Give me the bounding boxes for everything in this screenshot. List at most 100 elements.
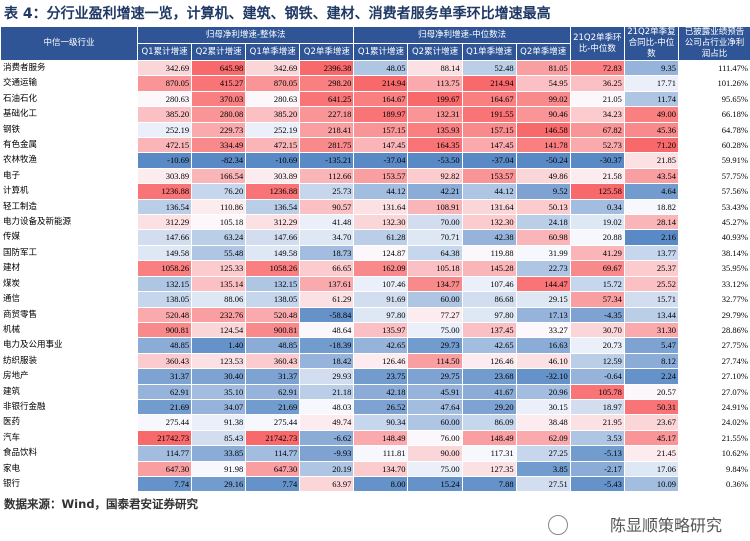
value-cell: 35.95% (677, 260, 750, 277)
value-cell: 34.07 (191, 398, 247, 416)
value-cell: 26.52 (353, 398, 409, 416)
value-cell: 149.58 (136, 244, 193, 262)
value-cell: 23.68 (461, 368, 517, 385)
header-cell: Q1累计增速 (353, 43, 409, 61)
table-row: 电力及公用事业 48.85 1.40 48.85 -18.39 42.65 29.73 42.… (0, 337, 750, 354)
value-cell: 48.03 (299, 398, 355, 416)
table-row: 电子 303.89 166.54 303.89 112.66 153.57 92.82 153… (0, 167, 750, 185)
value-cell: 59.91% (677, 152, 750, 169)
table-row: 房地产 31.37 30.40 31.37 29.93 23.75 29.75 23.68 -3… (0, 368, 750, 385)
value-cell: 31.37 (245, 368, 301, 385)
value-cell: 147.66 (136, 229, 193, 246)
value-cell: 2.16 (623, 229, 679, 246)
industry-name: 电力设备及新能源 (0, 214, 138, 231)
industry-name: 食品饮料 (0, 445, 138, 462)
value-cell: 21.55% (677, 429, 750, 447)
value-cell: 148.49 (353, 429, 409, 447)
value-cell: 52.48 (461, 59, 517, 77)
value-cell: 49.00 (623, 106, 679, 123)
value-cell: 90.57 (299, 198, 355, 216)
value-cell: 45.36 (623, 121, 679, 139)
value-cell: 66.18% (677, 106, 750, 123)
value-cell: 31.30 (623, 321, 679, 339)
value-cell: 12.59 (569, 352, 625, 370)
value-cell: 69.67 (569, 260, 625, 277)
value-cell: 136.54 (136, 198, 193, 216)
value-cell: 41.48 (299, 214, 355, 231)
value-cell: 164.35 (407, 137, 463, 154)
value-cell: 13.77 (623, 244, 679, 262)
header-cell: Q1累计增速 (136, 43, 193, 61)
value-cell: 15.71 (623, 291, 679, 308)
value-cell: 23.75 (353, 368, 409, 385)
value-cell: -82.34 (191, 152, 247, 169)
value-cell: 132.31 (407, 106, 463, 123)
value-cell: 42.65 (461, 337, 517, 354)
value-cell: -37.04 (353, 152, 409, 169)
industry-name: 通信 (0, 291, 138, 308)
value-cell: 360.43 (245, 352, 301, 370)
header-cell: Q2累计增速 (407, 43, 463, 61)
value-cell: 40.93% (677, 229, 750, 246)
value-cell: 17.06 (623, 460, 679, 477)
value-cell: 33.12% (677, 275, 750, 293)
value-cell: 92.82 (407, 167, 463, 185)
value-cell: 131.64 (353, 198, 409, 216)
value-cell: 145.28 (461, 260, 517, 277)
value-cell: 61.28 (353, 229, 409, 246)
value-cell: 127.35 (461, 460, 517, 477)
value-cell: -18.39 (299, 337, 355, 354)
value-cell: 147.45 (461, 137, 517, 154)
value-cell: 385.20 (136, 106, 193, 123)
value-cell: 28.14 (623, 214, 679, 231)
header-cell: 中信一级行业 (0, 26, 138, 61)
value-cell: 75.00 (407, 460, 463, 477)
value-cell: 126.46 (461, 352, 517, 370)
value-cell: 415.27 (191, 75, 247, 92)
header-cell: Q1单季增速 (245, 43, 301, 61)
value-cell: 99.02 (515, 90, 571, 108)
value-cell: 21742.73 (245, 429, 301, 447)
value-cell: 135.93 (407, 121, 463, 139)
value-cell: 645.98 (191, 59, 247, 77)
value-cell: 25.73 (299, 183, 355, 200)
value-cell: 123.53 (191, 352, 247, 370)
value-cell: 50.31 (623, 398, 679, 416)
value-cell: 31.99 (515, 244, 571, 262)
value-cell: 21742.73 (136, 429, 193, 447)
value-cell: 9.52 (515, 183, 571, 200)
value-cell: 137.45 (461, 321, 517, 339)
value-cell: -30.37 (569, 152, 625, 169)
value-cell: 48.85 (245, 337, 301, 354)
industry-name: 机械 (0, 321, 138, 339)
table-row: 食品饮料 114.77 33.85 114.77 -9.93 111.81 90.00 117… (0, 445, 750, 462)
value-cell: 64.38 (407, 244, 463, 262)
value-cell: 191.55 (461, 106, 517, 123)
value-cell: 17.71 (623, 75, 679, 92)
value-cell: 126.46 (353, 352, 409, 370)
value-cell: 110.86 (191, 198, 247, 216)
value-cell: 48.85 (136, 337, 193, 354)
value-cell: 275.44 (136, 414, 193, 431)
value-cell: -10.69 (245, 152, 301, 169)
value-cell: 199.67 (407, 90, 463, 108)
title: 表 4：分行业盈利增速一览，计算机、建筑、钢铁、建材、消费者服务单季环比增速最高 (4, 6, 551, 22)
value-cell: 60.28% (677, 137, 750, 154)
industry-name: 建材 (0, 260, 138, 277)
value-cell: 117.31 (461, 445, 517, 462)
value-cell: 19.02 (569, 214, 625, 231)
value-cell: 50.13 (515, 198, 571, 216)
value-cell: 7.74 (245, 475, 301, 493)
value-cell: 144.47 (515, 275, 571, 293)
value-cell: 3.85 (515, 460, 571, 477)
value-cell: 385.20 (245, 106, 301, 123)
value-cell: 1236.88 (136, 183, 193, 200)
value-cell: 62.91 (136, 383, 193, 400)
industry-name: 轻工制造 (0, 198, 138, 216)
value-cell: 24.18 (515, 214, 571, 231)
value-cell: 101.26% (677, 75, 750, 92)
header-cell: 21Q2单季环比-中位数 (569, 26, 625, 61)
value-cell: 81.05 (515, 59, 571, 77)
industry-name: 国防军工 (0, 244, 138, 262)
value-cell: 252.19 (136, 121, 193, 139)
